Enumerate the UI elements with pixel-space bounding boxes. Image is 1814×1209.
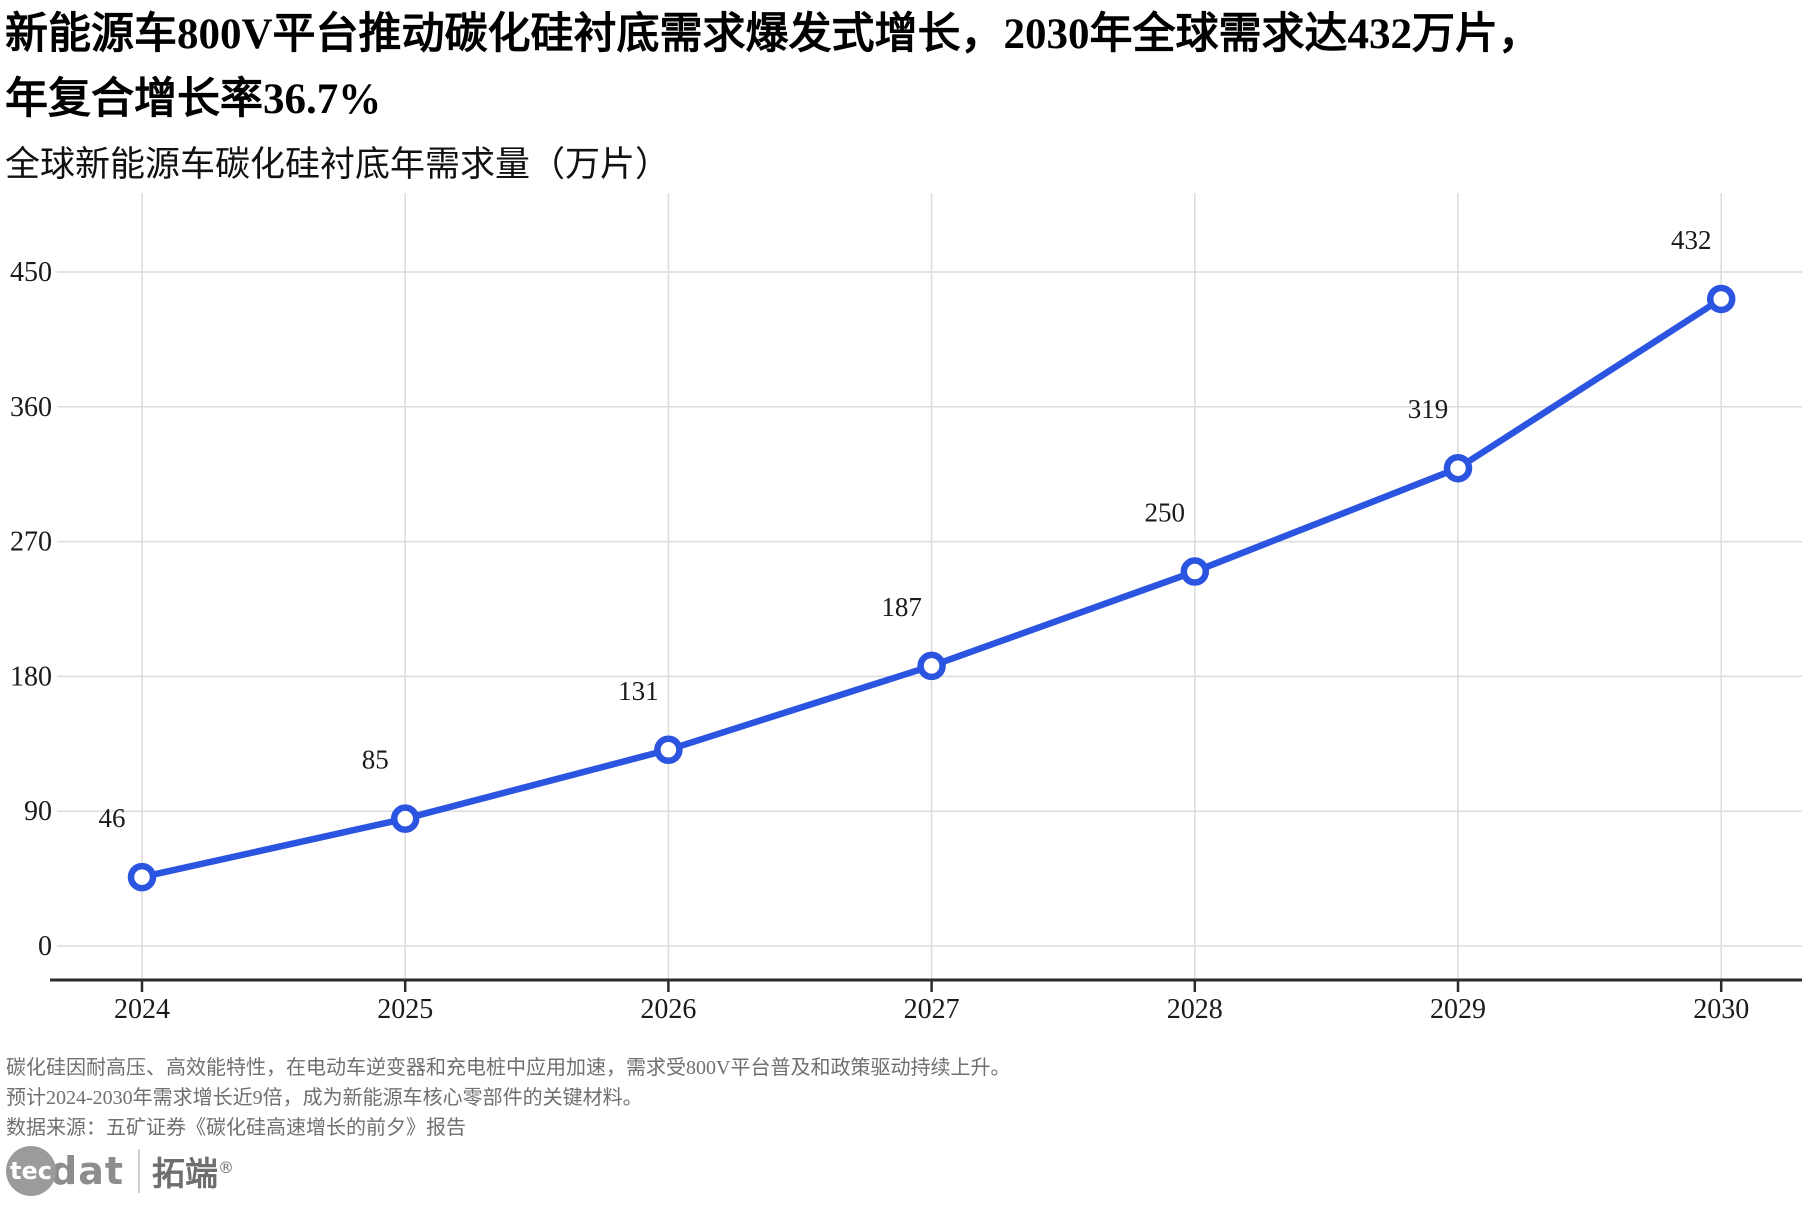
x-tick-label-2030: 2030 <box>1693 994 1749 1025</box>
x-tick-label-2026: 2026 <box>640 994 696 1025</box>
data-label-2029: 319 <box>1408 394 1449 424</box>
y-tick-label-180: 180 <box>10 661 52 692</box>
footnote-2: 预计2024-2030年需求增长近9倍，成为新能源车核心零部件的关键材料。 <box>6 1087 643 1109</box>
y-tick-label-450: 450 <box>10 257 52 288</box>
data-label-2030: 432 <box>1671 225 1712 255</box>
chart-header: 新能源车800V平台推动碳化硅衬底需求爆发式增长，2030年全球需求达432万片… <box>5 2 1809 187</box>
page-title-line2: 年复合增长率36.7% <box>5 76 382 123</box>
chart-subtitle: 全球新能源车碳化硅衬底年需求量（万片） <box>5 145 671 184</box>
data-point-2024 <box>127 862 157 892</box>
page-title-line1: 新能源车800V平台推动碳化硅衬底需求爆发式增长，2030年全球需求达432万片… <box>5 11 1542 58</box>
registered-mark-icon: ® <box>218 1158 235 1177</box>
data-label-2024: 46 <box>99 803 126 833</box>
x-tick-label-2024: 2024 <box>114 994 170 1025</box>
footnote-1: 碳化硅因耐高压、高效能特性，在电动车逆变器和充电桩中应用加速，需求受800V平台… <box>6 1057 1011 1079</box>
x-tick-label-2027: 2027 <box>904 994 960 1025</box>
data-point-2029 <box>1443 453 1473 483</box>
data-label-2026: 131 <box>618 676 659 706</box>
data-point-2028 <box>1180 557 1210 586</box>
x-tick-label-2029: 2029 <box>1430 994 1486 1025</box>
data-label-2027: 187 <box>881 592 922 622</box>
data-point-2027 <box>917 651 946 681</box>
y-tick-label-360: 360 <box>10 392 52 423</box>
tecdat-logo: tec dat 拓端® <box>6 1146 234 1196</box>
data-point-2026 <box>654 735 683 765</box>
x-tick-label-2025: 2025 <box>377 994 433 1025</box>
footer-notes: 碳化硅因耐高压、高效能特性，在电动车逆变器和充电桩中应用加速，需求受800V平台… <box>6 1053 1010 1143</box>
data-point-2030 <box>1706 284 1736 314</box>
tecdat-logo-tec: tec <box>10 1157 52 1185</box>
data-source: 数据来源：五矿证券《碳化硅高速增长的前夕》报告 <box>6 1117 466 1139</box>
y-tick-label-90: 90 <box>24 796 52 827</box>
tecdat-logo-circle: tec <box>6 1146 56 1196</box>
tecdat-logo-brand: 拓端® <box>152 1154 235 1193</box>
y-tick-label-270: 270 <box>10 527 52 558</box>
y-tick-label-0: 0 <box>38 931 52 962</box>
logo-divider <box>138 1149 141 1193</box>
data-label-2025: 85 <box>362 745 389 775</box>
tecdat-logo-dat: dat <box>50 1149 125 1193</box>
x-tick-label-2028: 2028 <box>1167 994 1223 1025</box>
data-label-2028: 250 <box>1145 498 1186 528</box>
data-point-2025 <box>390 804 420 833</box>
